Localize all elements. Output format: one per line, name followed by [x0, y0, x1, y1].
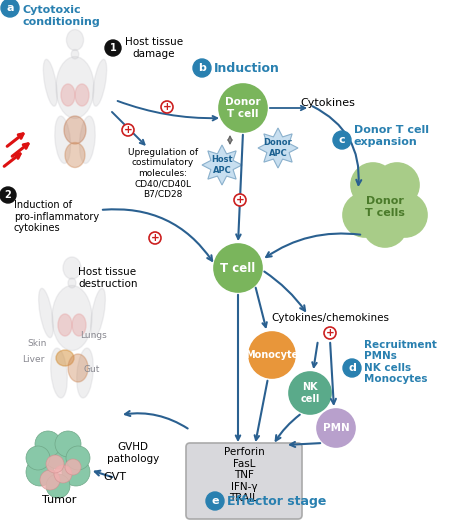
Text: Skin: Skin [27, 338, 46, 347]
Text: b: b [198, 63, 206, 73]
Circle shape [40, 470, 60, 490]
Ellipse shape [93, 59, 107, 106]
Circle shape [0, 187, 16, 203]
Circle shape [383, 193, 427, 237]
Text: +: + [151, 233, 159, 243]
Circle shape [363, 203, 407, 247]
Ellipse shape [65, 142, 85, 167]
Ellipse shape [91, 288, 105, 338]
Text: Recruitment
PMNs
NK cells
Monocytes: Recruitment PMNs NK cells Monocytes [364, 339, 437, 384]
Text: GVHD
pathology: GVHD pathology [107, 442, 159, 464]
Circle shape [324, 327, 336, 339]
Text: Donor
T cells: Donor T cells [365, 196, 405, 218]
Circle shape [46, 455, 64, 473]
Circle shape [26, 458, 54, 486]
Text: T cell: T cell [220, 262, 255, 275]
Text: e: e [211, 496, 219, 506]
Text: Induction of
pro-inflammatory
cytokines: Induction of pro-inflammatory cytokines [14, 200, 99, 233]
Circle shape [66, 446, 90, 470]
Circle shape [46, 474, 70, 498]
Circle shape [214, 244, 262, 292]
Circle shape [55, 431, 81, 457]
Ellipse shape [58, 314, 72, 336]
Text: Cytokines/chemokines: Cytokines/chemokines [271, 313, 389, 323]
FancyBboxPatch shape [186, 443, 302, 519]
Ellipse shape [63, 257, 81, 279]
Circle shape [105, 40, 121, 56]
Circle shape [249, 332, 295, 378]
Circle shape [234, 194, 246, 206]
Text: Donor
APC: Donor APC [264, 138, 292, 158]
Text: c: c [339, 135, 346, 145]
Text: Cytotoxic
conditioning: Cytotoxic conditioning [23, 5, 101, 27]
Text: Gut: Gut [84, 366, 100, 374]
Circle shape [26, 446, 50, 470]
Ellipse shape [75, 84, 89, 106]
Circle shape [149, 232, 161, 244]
Ellipse shape [68, 278, 76, 288]
Text: Donor T cell
expansion: Donor T cell expansion [354, 125, 429, 147]
Text: PMN: PMN [323, 423, 349, 433]
Text: Host
APC: Host APC [211, 155, 233, 175]
Text: Perforin
FasL
TNF
IFN-γ
TRAIL: Perforin FasL TNF IFN-γ TRAIL [224, 447, 264, 504]
Circle shape [1, 0, 19, 17]
Ellipse shape [61, 84, 75, 106]
Circle shape [317, 409, 355, 447]
Polygon shape [202, 145, 242, 185]
Text: Effector stage: Effector stage [227, 495, 327, 507]
Circle shape [289, 372, 331, 414]
Ellipse shape [51, 348, 67, 398]
Polygon shape [258, 128, 298, 168]
Text: Tumor: Tumor [42, 495, 76, 505]
Circle shape [122, 124, 134, 136]
Text: Host tissue
destruction: Host tissue destruction [78, 267, 137, 289]
Circle shape [35, 431, 61, 457]
Ellipse shape [55, 116, 71, 163]
Text: Upregulation of
costimulatory
molecules:
CD40/CD40L
B7/CD28: Upregulation of costimulatory molecules:… [128, 148, 198, 199]
Circle shape [44, 441, 72, 469]
Text: NK
cell: NK cell [301, 382, 319, 404]
Text: Cytokines: Cytokines [300, 98, 355, 108]
Ellipse shape [39, 288, 54, 338]
Ellipse shape [71, 50, 79, 59]
Circle shape [193, 59, 211, 77]
Ellipse shape [52, 286, 92, 350]
Ellipse shape [64, 116, 86, 144]
Circle shape [219, 84, 267, 132]
Circle shape [161, 101, 173, 113]
Text: +: + [326, 328, 334, 338]
Text: Induction: Induction [214, 62, 280, 74]
Text: +: + [124, 125, 132, 135]
Text: GVT: GVT [103, 472, 127, 482]
Text: +: + [236, 195, 245, 205]
Text: +: + [163, 102, 172, 112]
Text: d: d [348, 363, 356, 373]
Text: Monocyte: Monocyte [246, 350, 299, 360]
Ellipse shape [56, 350, 74, 366]
Circle shape [363, 173, 407, 217]
Ellipse shape [72, 314, 86, 336]
Text: Lungs: Lungs [80, 331, 107, 339]
Circle shape [65, 459, 81, 475]
Text: a: a [6, 3, 14, 13]
Circle shape [343, 193, 387, 237]
Text: Liver: Liver [22, 356, 45, 365]
Text: 2: 2 [5, 190, 11, 200]
Ellipse shape [43, 59, 57, 106]
Text: 1: 1 [109, 43, 117, 53]
Circle shape [206, 492, 224, 510]
Ellipse shape [56, 56, 94, 118]
Circle shape [375, 163, 419, 207]
Circle shape [333, 131, 351, 149]
Circle shape [54, 465, 72, 483]
Circle shape [62, 458, 90, 486]
Ellipse shape [80, 116, 95, 163]
Circle shape [343, 359, 361, 377]
Ellipse shape [68, 354, 88, 382]
Text: Donor
T cell: Donor T cell [225, 97, 261, 119]
Text: Host tissue
damage: Host tissue damage [125, 37, 183, 59]
Ellipse shape [66, 30, 83, 50]
Ellipse shape [77, 348, 93, 398]
Circle shape [351, 163, 395, 207]
